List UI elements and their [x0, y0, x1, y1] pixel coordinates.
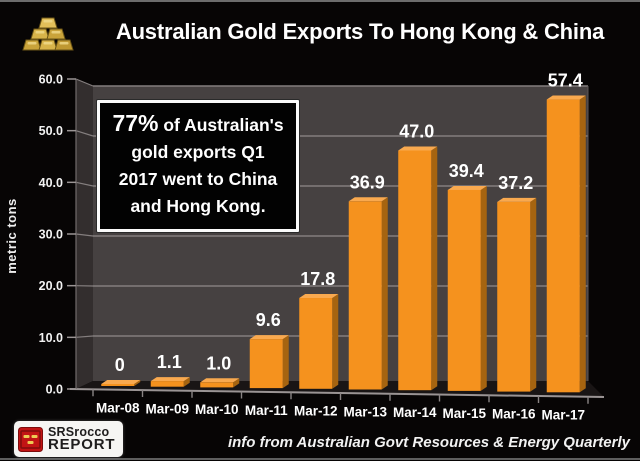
- y-tick-label: 0.0: [46, 383, 63, 397]
- x-tick-label: Mar-17: [541, 407, 585, 422]
- bar-top-face: [200, 378, 240, 383]
- y-tick-label: 10.0: [39, 331, 63, 345]
- logo-text: SRSrocco REPORT: [48, 426, 115, 452]
- x-axis-line: [69, 388, 605, 398]
- bar: [447, 189, 481, 391]
- y-tick-label: 30.0: [39, 228, 63, 242]
- bar: [398, 150, 432, 391]
- bar-value-label: 0: [115, 355, 125, 375]
- y-tick-label: 20.0: [39, 279, 63, 293]
- y-axis-title: metric tons: [4, 198, 19, 274]
- gridline-side: [75, 335, 94, 338]
- annotation-line: gold exports Q1: [131, 142, 265, 162]
- page-title: Australian Gold Exports To Hong Kong & C…: [115, 19, 605, 44]
- x-tick-label: Mar-11: [245, 403, 288, 418]
- x-tick-label: Mar-08: [96, 401, 140, 416]
- bar-side-face: [282, 335, 289, 389]
- bar-top-face: [497, 197, 537, 202]
- bottom-border-line: [0, 458, 640, 460]
- logo-line1: SRSrocco: [48, 425, 110, 439]
- x-tick-label: Mar-16: [492, 407, 536, 422]
- gridline-side: [75, 130, 94, 137]
- annotation-line: 2017 went to China: [118, 169, 278, 189]
- bar-top-face: [299, 294, 339, 299]
- bar: [249, 339, 283, 389]
- bar: [497, 201, 531, 392]
- gridline-side: [75, 78, 94, 87]
- bar-top-face: [101, 380, 141, 384]
- y-tick-label: 40.0: [39, 176, 63, 190]
- gridline-side: [75, 181, 94, 187]
- bar-side-face: [183, 377, 190, 387]
- y-tick-label: 50.0: [39, 124, 63, 138]
- bar-side-face: [332, 294, 339, 389]
- gridline-side: [75, 233, 94, 237]
- bar: [546, 99, 580, 393]
- bar: [299, 298, 333, 389]
- bar-side-face: [480, 185, 487, 391]
- bar-top-face: [150, 377, 190, 382]
- annotation-line: and Hong Kong.: [130, 196, 266, 216]
- bar: [200, 382, 234, 388]
- bar-value-label: 47.0: [399, 122, 434, 142]
- bar-side-face: [381, 197, 388, 390]
- plot-area: 0.0 10.0 20.0 30.0 40.0 50.0 60.0 0 Mar-08 1.1 Mar…: [39, 71, 605, 422]
- chart-side-wall: [76, 79, 93, 389]
- bar-value-label: 37.2: [498, 173, 533, 193]
- annotation-box: 77% of Australian's gold exports Q1 2017…: [97, 100, 299, 232]
- bar-side-face: [530, 197, 537, 392]
- bar-top-face: [348, 197, 388, 202]
- gold-bars-icon: [22, 17, 74, 51]
- bar-side-face: [233, 378, 240, 388]
- logo-line2: REPORT: [48, 436, 116, 453]
- bar-value-label: 1.0: [206, 353, 231, 373]
- x-tick-label: Mar-12: [294, 404, 338, 419]
- bar-value-label: 39.4: [449, 161, 484, 181]
- y-tick-label: 60.0: [39, 73, 63, 87]
- srsrocco-report-logo: SRSrocco REPORT: [14, 421, 124, 457]
- x-tick-label: Mar-15: [442, 406, 486, 421]
- bar-value-label: 1.1: [157, 352, 182, 372]
- annotation-line: 77% of Australian's: [108, 110, 288, 139]
- bar-side-face: [134, 380, 141, 386]
- bar: [348, 201, 382, 390]
- bar-top-face: [398, 146, 438, 151]
- x-tick-label: Mar-14: [393, 405, 437, 420]
- bar-top-face: [447, 185, 487, 190]
- annotation-line1-text: of Australian's: [158, 115, 284, 135]
- gold-crate-icon: [18, 426, 43, 452]
- source-note: info from Australian Govt Resources & En…: [227, 434, 630, 451]
- x-tick-label: Mar-10: [195, 402, 239, 417]
- bar-top-face: [249, 335, 289, 340]
- x-tick-label: Mar-09: [145, 401, 189, 416]
- bar-top-face: [546, 95, 586, 100]
- bar: [101, 384, 135, 386]
- bar-value-label: 57.4: [548, 71, 583, 91]
- top-border-line: [0, 0, 640, 2]
- bar: [150, 381, 184, 387]
- bar-value-label: 17.8: [300, 269, 335, 289]
- bar-side-face: [579, 95, 586, 393]
- bar-value-label: 9.6: [256, 310, 281, 330]
- bar-side-face: [431, 146, 438, 391]
- annotation-highlight: 77%: [112, 110, 159, 136]
- bar-value-label: 36.9: [350, 172, 385, 192]
- x-tick-label: Mar-13: [343, 404, 387, 419]
